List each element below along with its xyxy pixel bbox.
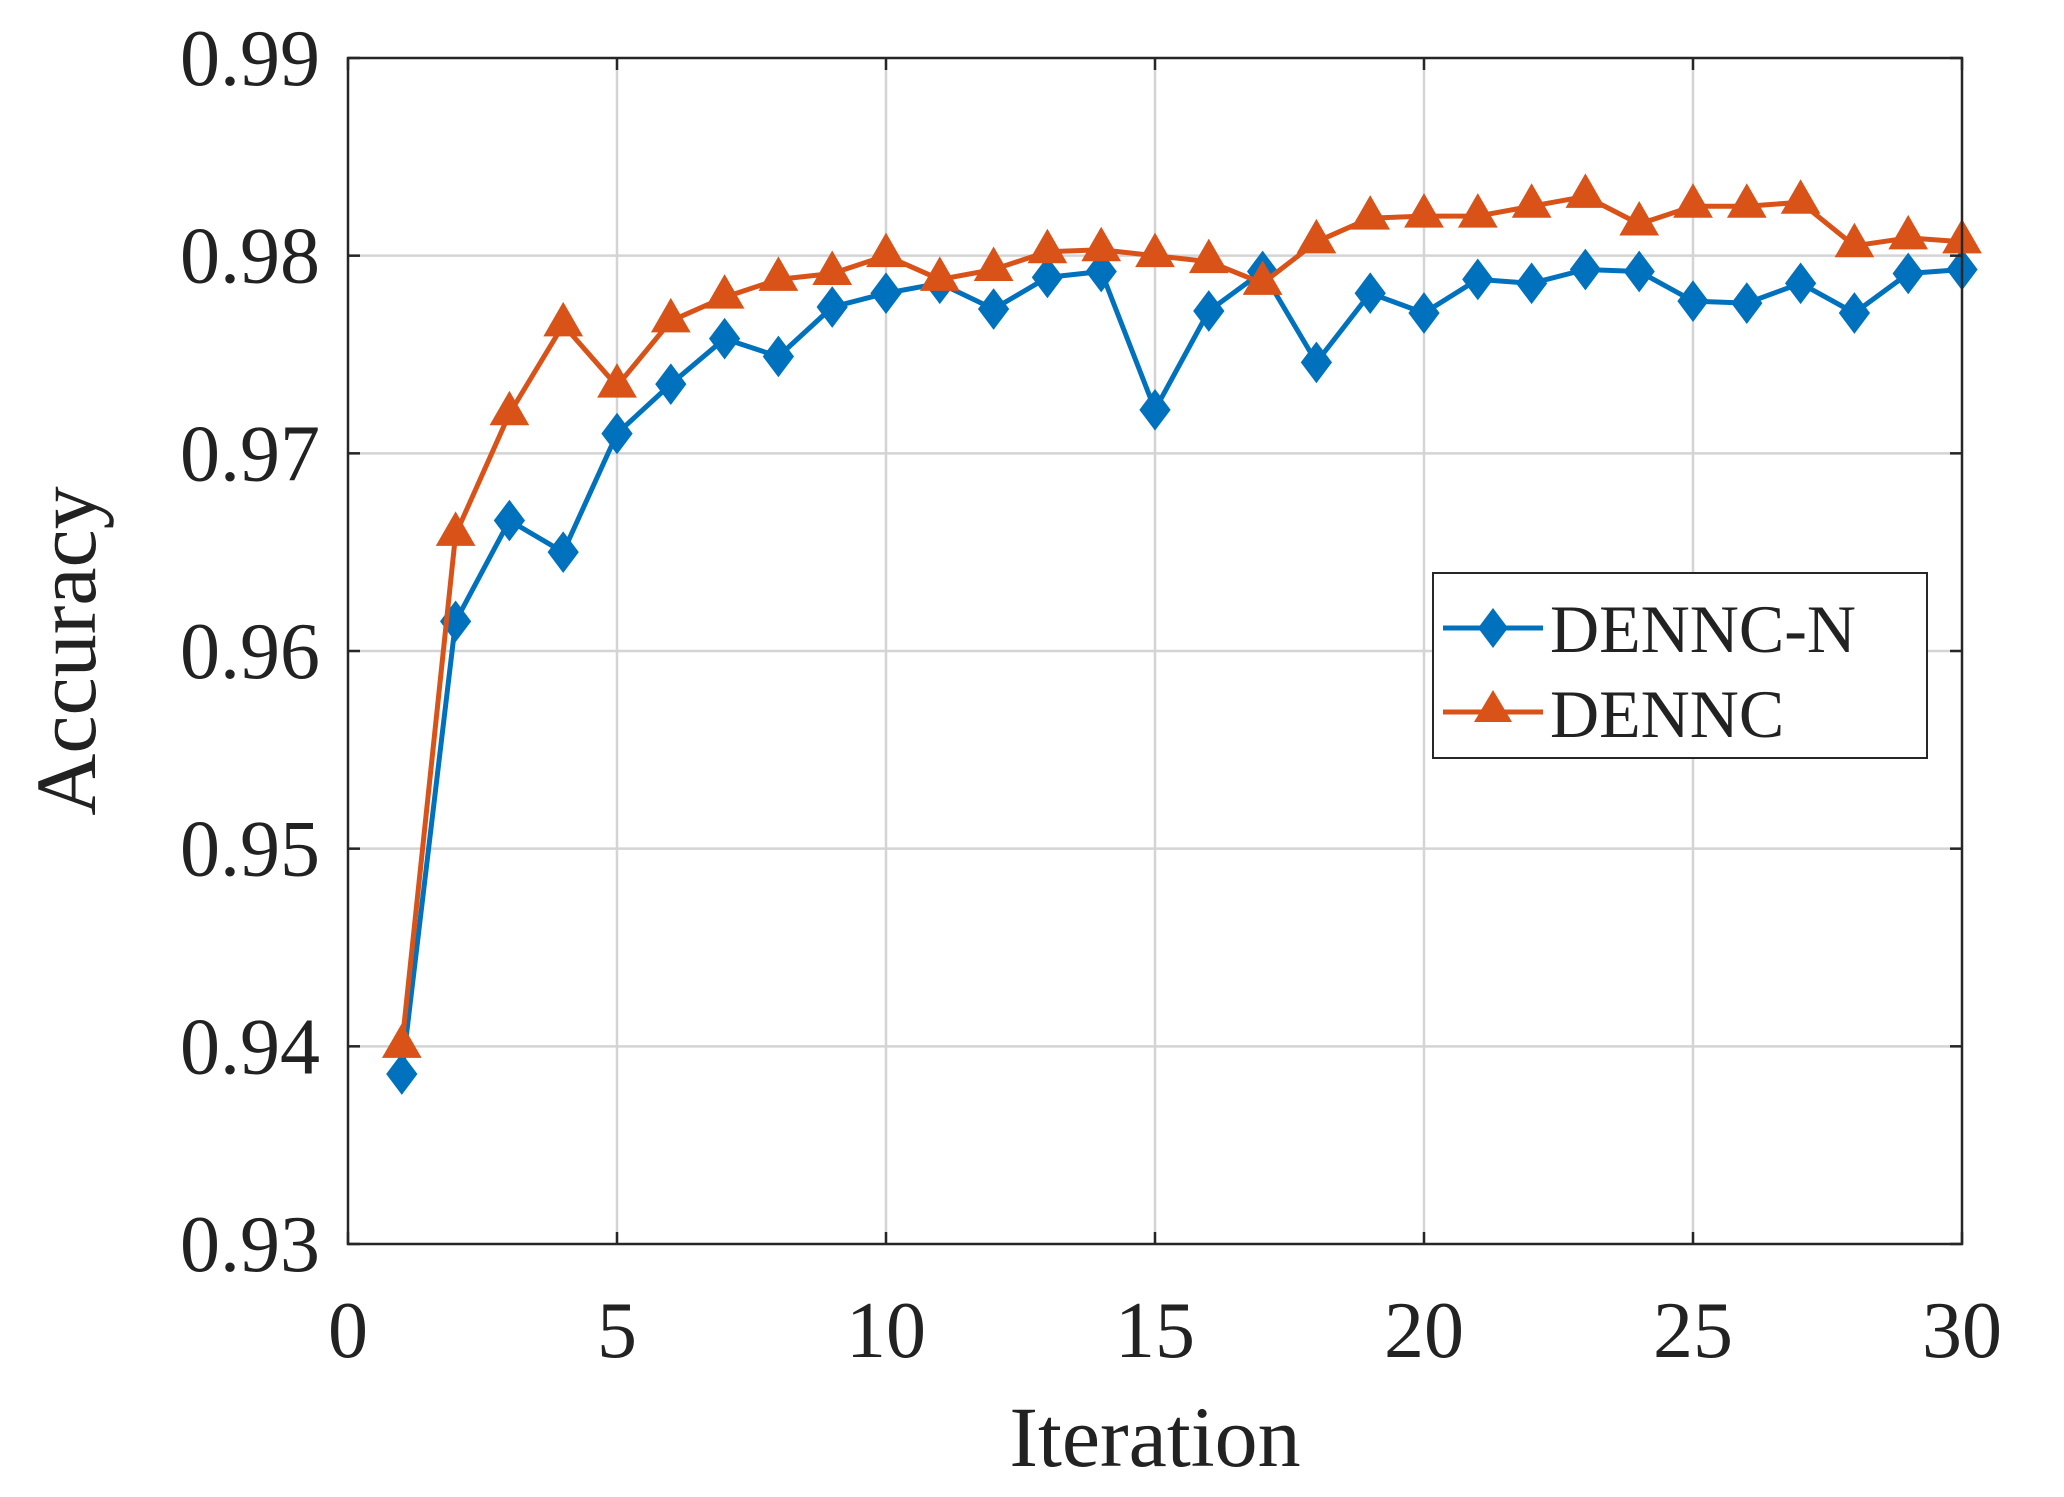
data-point-dennc: [1188, 238, 1229, 274]
x-tick-label: 15: [1115, 1287, 1195, 1375]
data-point-dennc-n: [1462, 258, 1494, 301]
data-point-dennc: [489, 390, 530, 426]
x-tick-label: 10: [846, 1287, 926, 1375]
data-point-dennc-n: [1515, 262, 1548, 305]
data-point-dennc-n: [1569, 248, 1602, 291]
data-point-dennc: [1457, 193, 1498, 228]
data-point-dennc-n: [655, 363, 687, 405]
data-point-dennc-n: [1838, 292, 1871, 334]
data-point-dennc: [1027, 228, 1068, 264]
y-axis-label: Accuracy: [18, 486, 114, 815]
data-point-dennc: [650, 297, 691, 333]
data-point-dennc-n: [816, 286, 848, 328]
data-point-dennc-n: [1193, 290, 1225, 332]
data-point-dennc-n: [1677, 280, 1709, 322]
y-tick-label: 0.94: [180, 1003, 320, 1091]
x-tick-label: 5: [597, 1287, 637, 1375]
y-tick-label: 0.95: [180, 806, 320, 894]
data-point-dennc: [1081, 226, 1122, 262]
data-point-dennc: [1242, 260, 1283, 295]
data-point-dennc: [704, 274, 745, 309]
legend-marker-dennc-n: [1478, 608, 1508, 648]
data-point-dennc-n: [762, 335, 795, 378]
data-point-dennc-n: [870, 272, 902, 315]
data-point-dennc: [1565, 173, 1606, 208]
data-point-dennc-n: [977, 288, 1010, 330]
data-point-dennc-n: [1354, 272, 1386, 315]
data-point-dennc: [758, 256, 799, 291]
legend-marker-dennc: [1474, 690, 1512, 722]
x-tick-label: 0: [328, 1287, 368, 1375]
legend: DENNC-N DENNC: [1432, 572, 1928, 759]
data-point-dennc-n: [1784, 262, 1817, 305]
data-point-dennc-n: [547, 531, 579, 574]
data-point-dennc-n: [1139, 389, 1171, 431]
data-point-dennc-n: [386, 1053, 418, 1095]
data-point-dennc: [1404, 193, 1444, 228]
legend-entry-dennc-n: DENNC-N: [1443, 591, 1856, 667]
y-tick-label: 0.98: [180, 213, 320, 301]
data-point-dennc-n: [1085, 250, 1117, 293]
series-dennc-n: [386, 248, 1978, 1095]
data-point-dennc-n: [1892, 252, 1924, 295]
series-layer: [381, 173, 1982, 1095]
data-point-dennc-n: [1623, 250, 1655, 293]
y-tick-label: 0.99: [180, 15, 320, 103]
x-tick-label: 25: [1653, 1287, 1733, 1375]
data-point-dennc: [1834, 222, 1875, 258]
legend-label-dennc-n: DENNC-N: [1550, 591, 1856, 667]
data-point-dennc: [1296, 218, 1337, 254]
data-point-dennc: [1511, 183, 1552, 218]
legend-entry-dennc: DENNC: [1443, 676, 1784, 752]
data-point-dennc: [1135, 232, 1175, 268]
data-point-dennc: [381, 1023, 422, 1058]
tick-labels: 0 5 10 15 20 25 30 0.93 0.94 0.95 0.96 0.97 0.98 0.99: [180, 15, 2002, 1375]
data-point-dennc: [543, 301, 584, 337]
data-point-dennc-n: [1408, 292, 1440, 334]
legend-label-dennc: DENNC: [1550, 676, 1784, 752]
y-tick-label: 0.93: [180, 1201, 320, 1289]
data-point-dennc: [597, 363, 637, 398]
data-point-dennc: [1619, 201, 1660, 236]
y-tick-label: 0.96: [180, 608, 320, 696]
x-axis-label: Iteration: [1009, 1389, 1300, 1485]
data-point-dennc: [1888, 214, 1929, 250]
y-tick-label: 0.97: [180, 410, 320, 498]
data-point-dennc: [973, 246, 1014, 282]
data-point-dennc: [866, 232, 906, 268]
data-point-dennc-n: [601, 412, 633, 455]
x-tick-label: 20: [1384, 1287, 1464, 1375]
legend-box: [1432, 572, 1928, 759]
data-point-dennc: [1780, 179, 1821, 214]
data-point-dennc-n: [1300, 341, 1333, 384]
data-point-dennc: [1350, 195, 1391, 230]
data-point-dennc: [1673, 183, 1713, 218]
data-point-dennc: [919, 256, 960, 291]
data-point-dennc-n: [708, 317, 741, 360]
series-dennc: [381, 173, 1982, 1058]
data-point-dennc: [812, 250, 853, 285]
data-point-dennc: [1726, 183, 1767, 218]
x-tick-label: 30: [1922, 1287, 2002, 1375]
data-point-dennc-n: [1031, 256, 1064, 299]
data-point-dennc-n: [1731, 282, 1763, 324]
data-point-dennc-n: [493, 499, 526, 542]
data-point-dennc: [435, 511, 476, 546]
